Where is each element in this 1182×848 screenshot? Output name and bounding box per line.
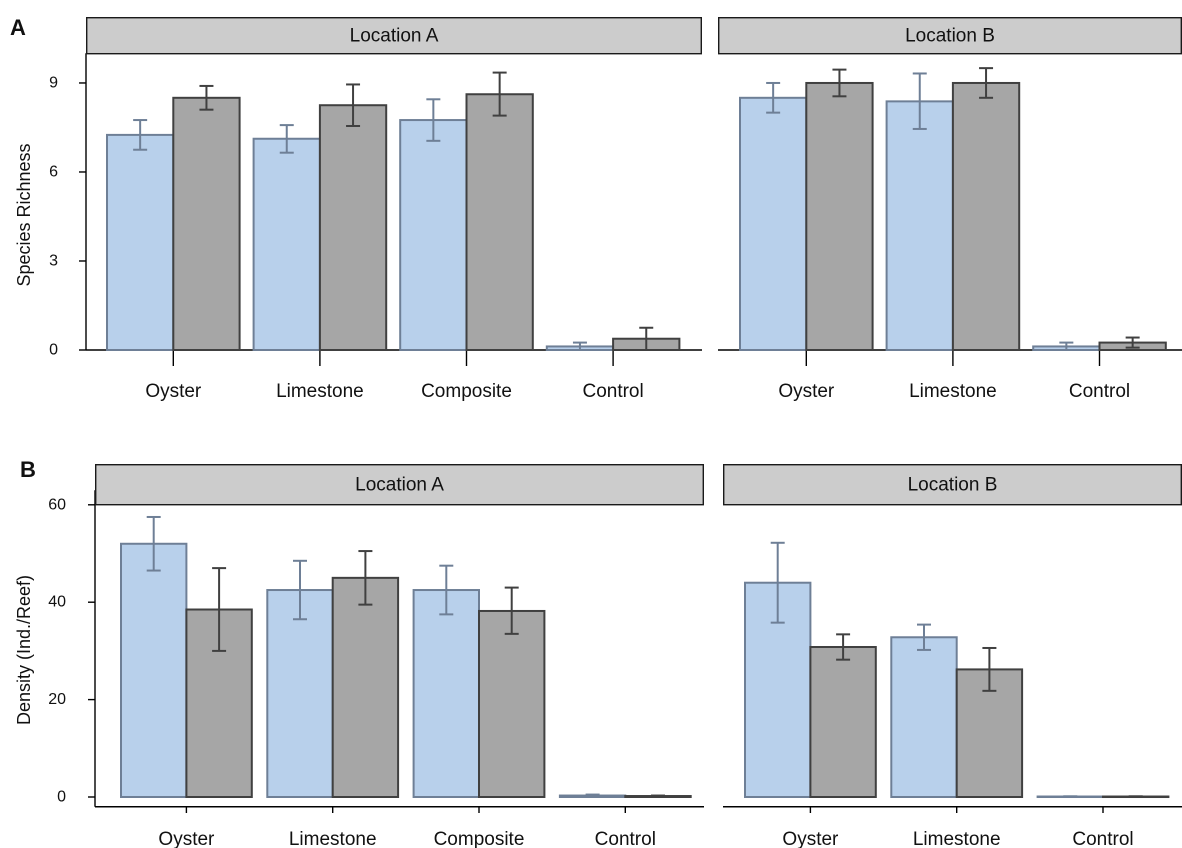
bar-limestone-series-2 xyxy=(318,104,388,351)
panel-letter: A xyxy=(10,15,26,40)
y-axis-label: Species Richness xyxy=(14,143,34,286)
y-tick-label: 0 xyxy=(49,342,58,359)
facet-strip xyxy=(723,464,1182,506)
bar-oyster-series-2 xyxy=(809,646,877,799)
x-tick-label: Control xyxy=(595,829,656,848)
x-tick-label: Control xyxy=(1072,829,1133,848)
facet-1: Location A Oyster Limestone Composite Contro… xyxy=(85,17,702,402)
y-tick-label: 9 xyxy=(49,74,58,91)
x-tick-label: Composite xyxy=(421,381,512,402)
y-tick-label: 20 xyxy=(48,691,66,708)
x-tick-label: Control xyxy=(1069,381,1130,402)
y-tick-label: 6 xyxy=(49,163,58,180)
bar-limestone-series-1 xyxy=(885,100,954,351)
x-tick-label: Limestone xyxy=(909,381,997,402)
bar-limestone-series-1 xyxy=(266,589,334,799)
facet-strip-label: Location B xyxy=(905,26,995,47)
x-tick-label: Oyster xyxy=(158,829,215,848)
bar-oyster-series-1 xyxy=(120,542,188,799)
facet-strip-label: Location A xyxy=(355,475,444,496)
facet-strip xyxy=(718,17,1182,55)
bar-oyster-series-1 xyxy=(106,133,175,351)
bar-limestone-series-2 xyxy=(331,576,400,798)
bar-limestone-series-1 xyxy=(252,137,321,351)
bar-composite-series-1 xyxy=(399,119,468,352)
facet-2: Location B Oyster Limestone Control xyxy=(718,17,1182,402)
bar-composite-series-1 xyxy=(412,589,481,799)
facet-strip-label: Location A xyxy=(350,26,439,47)
x-tick-label: Limestone xyxy=(913,829,1001,848)
y-tick-label: 60 xyxy=(48,496,66,513)
bar-composite-series-2 xyxy=(478,609,546,798)
panel-letter: B xyxy=(20,457,36,482)
facet-strip-label: Location B xyxy=(908,475,998,496)
facet-2: Location B Oyster Limestone Control xyxy=(723,464,1182,848)
x-tick-label: Oyster xyxy=(778,381,835,402)
y-axis-label: Density (Ind./Reef) xyxy=(14,575,34,725)
bar-limestone-series-1 xyxy=(890,636,958,798)
bar-oyster-series-1 xyxy=(739,96,808,352)
x-tick-label: Limestone xyxy=(276,381,364,402)
bar-oyster-series-2 xyxy=(805,81,874,351)
bar-oyster-series-2 xyxy=(172,96,241,352)
x-tick-label: Oyster xyxy=(145,381,202,402)
bar-limestone-series-2 xyxy=(951,81,1021,351)
x-tick-label: Limestone xyxy=(289,829,377,848)
panel-B: B Density (Ind./Reef) 0 20 40 60 Location A Oys… xyxy=(14,457,1182,848)
facet-strip xyxy=(94,464,704,506)
y-tick-label: 40 xyxy=(48,594,66,611)
x-tick-label: Composite xyxy=(434,829,525,848)
facet-1: Location A Oyster Limestone Composite Contro… xyxy=(94,464,704,848)
y-tick-label: 3 xyxy=(49,252,58,269)
panel-A: A Species Richness 0 3 6 9 Location A Oyster Lim… xyxy=(10,15,1182,402)
facet-strip xyxy=(85,17,702,55)
x-tick-label: Oyster xyxy=(782,829,839,848)
x-tick-label: Control xyxy=(582,381,643,402)
bar-composite-series-2 xyxy=(465,93,534,351)
y-tick-label: 0 xyxy=(57,789,66,806)
